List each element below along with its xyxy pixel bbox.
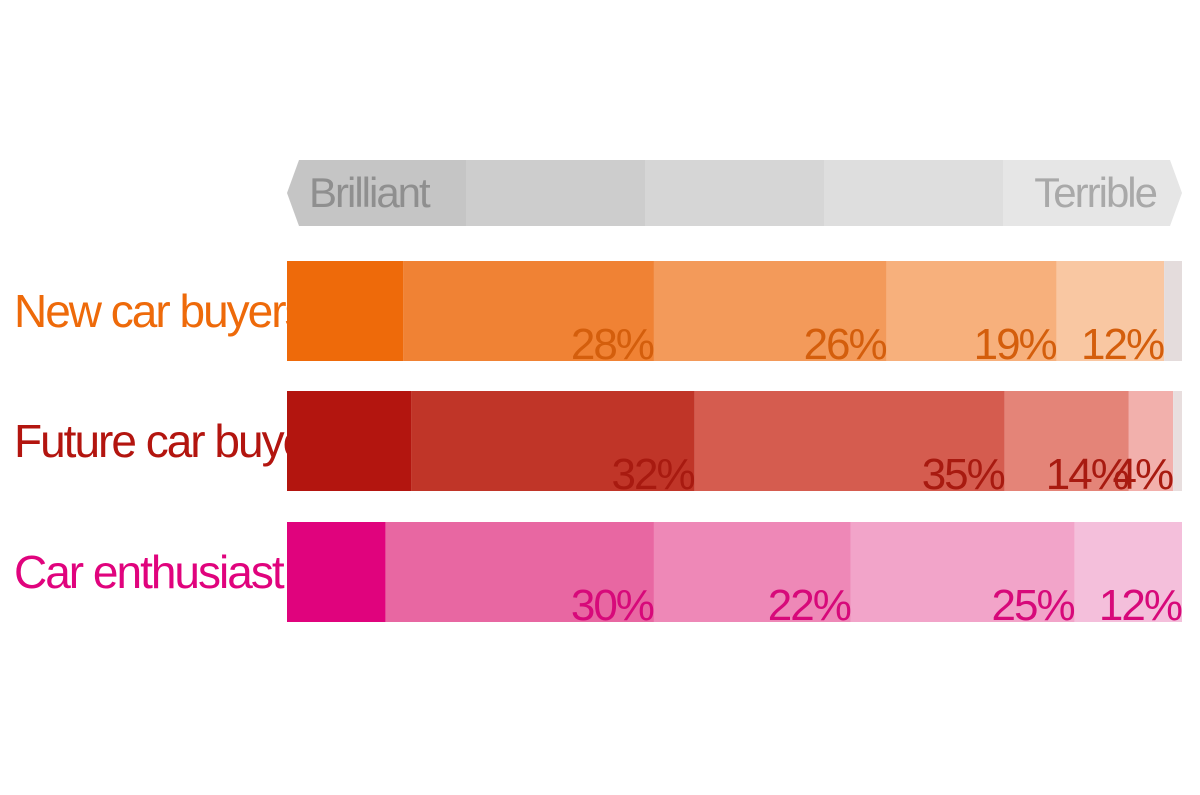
bar-segment bbox=[403, 261, 654, 361]
data-label: 4% bbox=[1113, 450, 1173, 499]
bar-segment bbox=[1056, 261, 1165, 361]
data-label: 26% bbox=[804, 320, 887, 369]
scale-segment bbox=[1003, 160, 1182, 226]
data-label: 28% bbox=[571, 320, 654, 369]
data-label: 14% bbox=[1046, 450, 1129, 499]
category-label: New car buyers bbox=[14, 285, 307, 337]
scale-segment bbox=[287, 160, 466, 226]
data-label: 12% bbox=[1099, 581, 1182, 630]
data-label: 32% bbox=[612, 450, 695, 499]
scale-end-label: Terrible bbox=[1034, 169, 1156, 216]
chart-row: New car buyers 28% 26% 19% 12% bbox=[14, 261, 1182, 369]
bar-segment bbox=[385, 522, 654, 622]
bar-segment bbox=[653, 261, 887, 361]
scale-start-label: Brilliant bbox=[309, 169, 431, 216]
rating-scale-arrow: Brilliant Terrible bbox=[287, 160, 1182, 226]
category-label: Car enthusiast bbox=[14, 546, 285, 598]
scale-segment bbox=[466, 160, 645, 226]
bar-segment bbox=[850, 522, 1075, 622]
bar-segment bbox=[886, 261, 1057, 361]
bar-segment bbox=[1164, 261, 1182, 361]
bar-segment bbox=[1074, 522, 1182, 622]
scale-segment bbox=[824, 160, 1003, 226]
bar-segment bbox=[1128, 391, 1174, 491]
data-label: 25% bbox=[992, 581, 1075, 630]
bar-segment bbox=[287, 391, 412, 491]
data-label: 12% bbox=[1081, 320, 1164, 369]
bar-segment bbox=[694, 391, 1005, 491]
bar-segment bbox=[1004, 391, 1129, 491]
bar-segment bbox=[653, 522, 851, 622]
data-label: 19% bbox=[974, 320, 1057, 369]
bar-segment bbox=[287, 261, 404, 361]
data-label: 35% bbox=[922, 450, 1005, 499]
bar-segment bbox=[287, 522, 386, 622]
bar-segment bbox=[411, 391, 695, 491]
chart-row: Car enthusiast 30% 22% 25% 12% bbox=[14, 522, 1184, 630]
data-label: 22% bbox=[768, 581, 851, 630]
bar-segment bbox=[1173, 391, 1182, 491]
data-label: 30% bbox=[571, 581, 654, 630]
scale-segment bbox=[645, 160, 824, 226]
